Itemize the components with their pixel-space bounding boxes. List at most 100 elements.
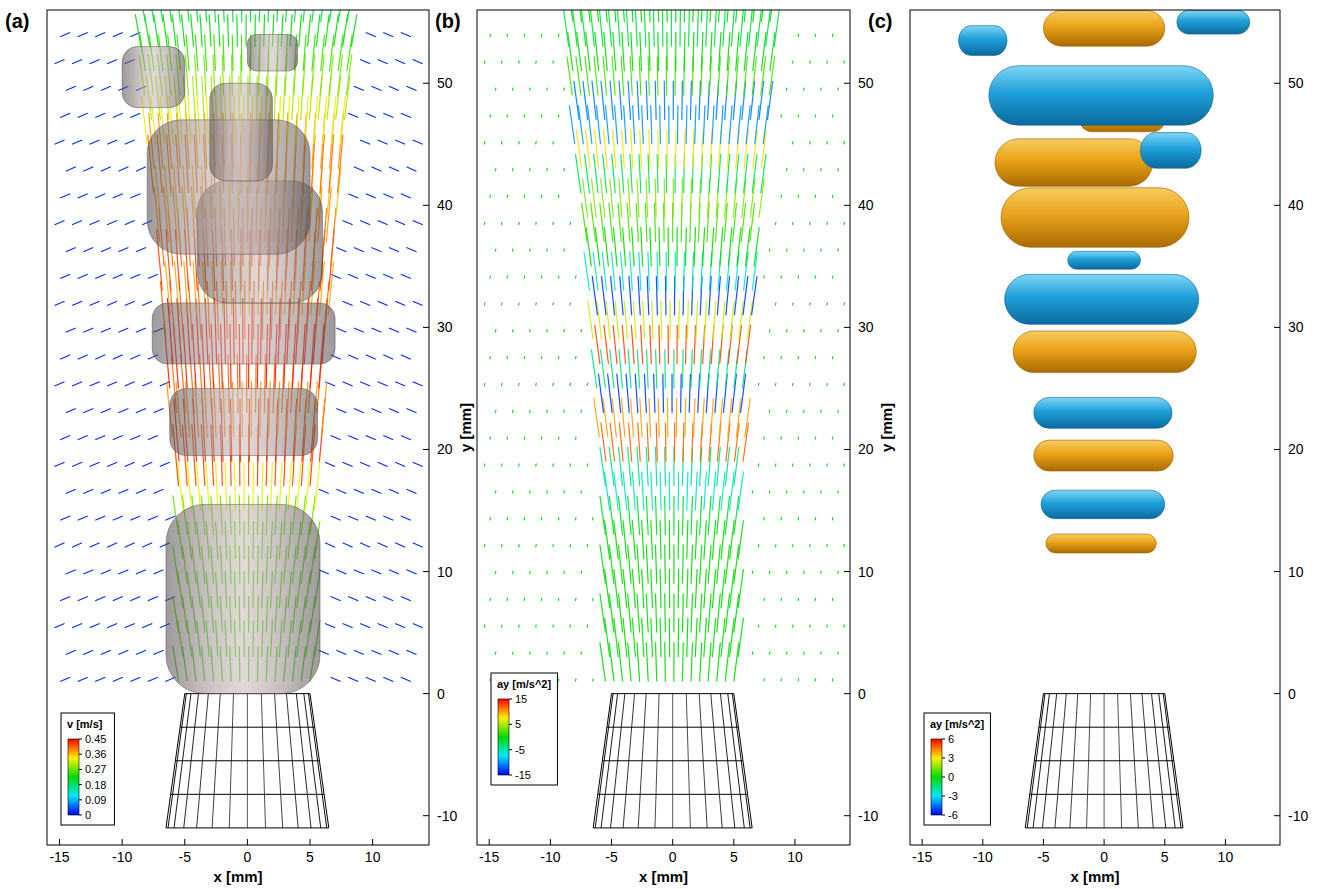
jet-vector (644, 10, 645, 47)
jet-vector (628, 81, 630, 120)
ambient-vector (524, 195, 526, 198)
jet-vector (691, 349, 692, 388)
jet-vector (721, 520, 725, 559)
ambient-vector (815, 195, 817, 198)
jet-vector (691, 594, 693, 633)
ambient-vector (378, 59, 388, 63)
ambient-vector (389, 409, 399, 413)
jet-vector (738, 569, 743, 608)
plot-area (55, 10, 423, 828)
ambient-vector (125, 140, 135, 144)
ambient-vector (366, 194, 376, 198)
jet-vector (321, 382, 327, 438)
jet-vector (737, 227, 741, 266)
jet-vector (769, 56, 774, 95)
jet-vector (640, 10, 642, 22)
ambient-vector (815, 276, 817, 279)
jet-vector (730, 471, 735, 510)
ambient-vector (484, 464, 486, 467)
jet-vector (717, 496, 721, 535)
ambient-vector (484, 383, 486, 386)
jet-vector (666, 32, 667, 71)
jet-vector (743, 276, 748, 315)
ambient-vector (792, 464, 794, 467)
jet-vector (274, 76, 276, 120)
jet-vector (340, 96, 345, 144)
jet-vector (283, 76, 285, 120)
jet-vector (622, 10, 625, 22)
jet-vector (687, 569, 688, 608)
ambient-vector (406, 247, 416, 251)
ambient-vector (524, 517, 526, 520)
ambient-vector (78, 435, 88, 439)
ambient-vector (360, 140, 370, 144)
ambient-vector (563, 652, 565, 655)
colorbar-title: v [m/s] (67, 718, 103, 730)
ambient-vector (524, 437, 526, 440)
x-tick-label: 5 (1161, 849, 1169, 865)
ambient-vector (136, 167, 146, 171)
jet-vector (761, 10, 766, 22)
ambient-vector (78, 677, 88, 681)
ambient-vector (797, 276, 799, 279)
panel: -15-10-50510x [mm]-1001020304050y [mm](b… (435, 0, 895, 885)
ambient-vector (413, 543, 423, 547)
ambient-vector (501, 302, 503, 305)
colorbar: ay [m/s^2]630-3-6 (924, 713, 990, 825)
ambient-vector (354, 650, 364, 654)
isosurfaces (122, 34, 335, 693)
jet-vector (181, 14, 184, 46)
jet-vector (711, 398, 714, 437)
ambient-vector (775, 464, 777, 467)
ambient-vector (83, 328, 93, 332)
jet-vector (720, 227, 723, 266)
ambient-vector (832, 517, 834, 520)
jet-vector (710, 32, 712, 71)
ambient-vector (775, 383, 777, 386)
jet-vector (711, 227, 713, 266)
jet-vector (701, 252, 703, 291)
ambient-vector (563, 168, 565, 171)
jet-vector (675, 32, 676, 71)
isosurface (1041, 490, 1165, 519)
ambient-vector (518, 544, 520, 547)
ambient-vector (378, 140, 388, 144)
ambient-vector (113, 194, 123, 198)
ambient-vector (820, 571, 822, 574)
jet-vector (631, 32, 633, 71)
ambient-vector (66, 409, 76, 413)
jet-vector (279, 462, 282, 510)
ambient-vector (575, 437, 577, 440)
ambient-vector (348, 113, 358, 117)
ambient-vector (413, 140, 423, 144)
jet-vector (329, 10, 333, 22)
y-tick-label: 40 (437, 197, 453, 213)
ambient-vector (354, 489, 364, 493)
ambient-vector (101, 489, 111, 493)
ambient-vector (512, 168, 514, 171)
jet-vector (191, 14, 194, 46)
jet-vector (614, 618, 618, 657)
frame (910, 10, 1280, 845)
panel: -15-10-50510x [mm]-1001020304050(c)ay [m… (868, 10, 1308, 885)
jet-vector (621, 252, 624, 291)
x-tick-label: -10 (540, 849, 560, 865)
ambient-vector (780, 598, 782, 601)
nozzle (166, 694, 329, 828)
jet-vector (234, 462, 236, 510)
ambient-vector (413, 623, 423, 627)
ambient-vector (775, 302, 777, 305)
nozzle-line (672, 694, 673, 828)
jet-vector (312, 34, 315, 71)
panel-label: (a) (5, 10, 29, 32)
jet-vector (642, 105, 644, 144)
ambient-vector (113, 274, 123, 278)
frame (47, 10, 429, 845)
jet-vector (664, 349, 666, 388)
ambient-vector (815, 114, 817, 117)
jet-vector (642, 618, 644, 657)
jet-vector (200, 14, 202, 46)
x-tick (922, 839, 923, 845)
jet-vector (158, 10, 162, 22)
jet-vector (664, 496, 666, 535)
